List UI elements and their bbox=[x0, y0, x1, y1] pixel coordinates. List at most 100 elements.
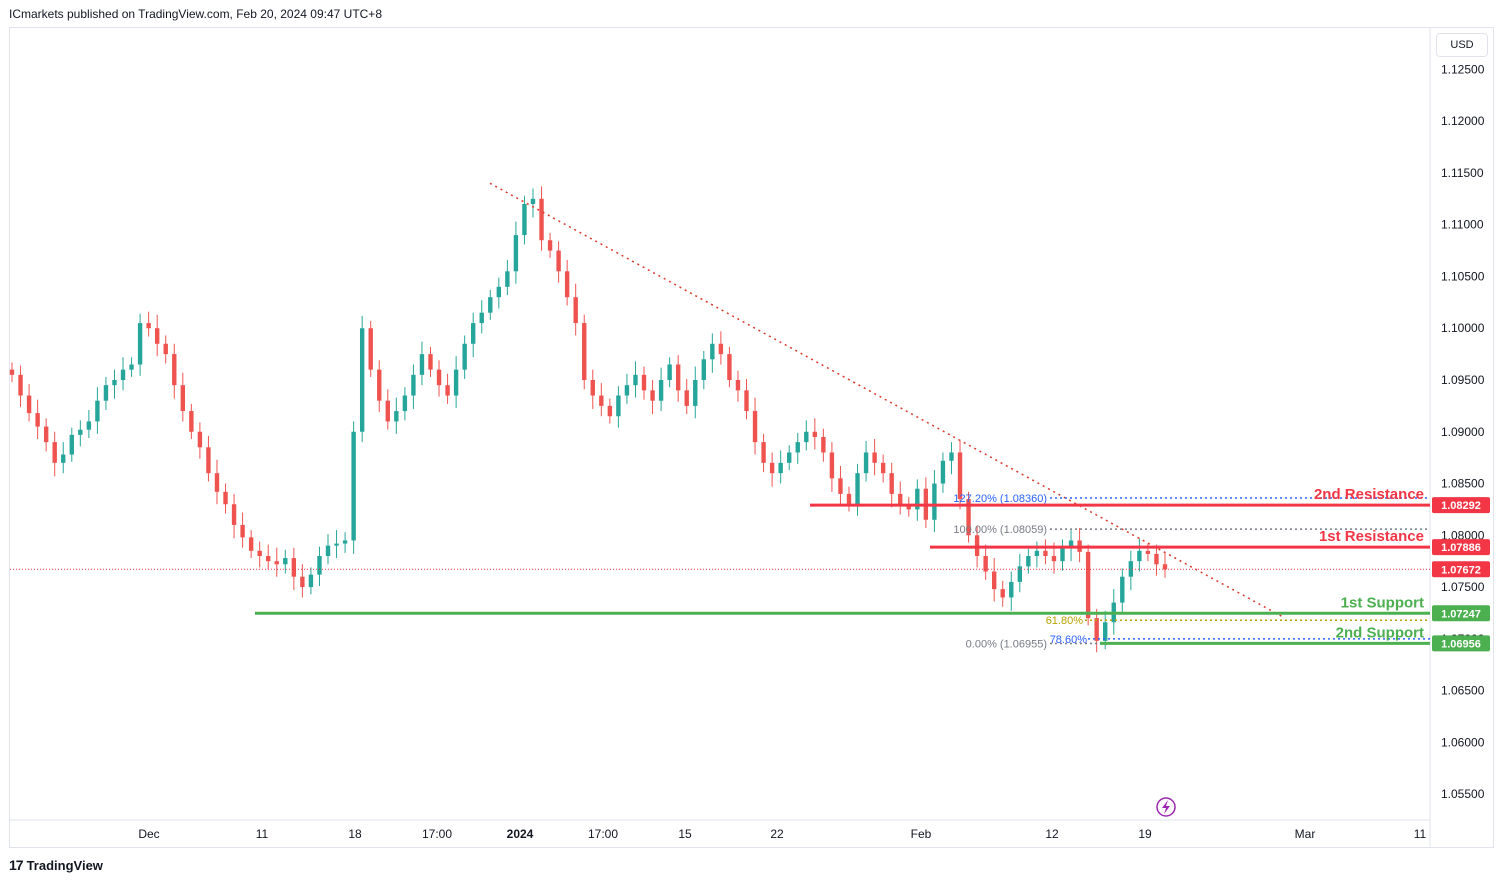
candle-body bbox=[812, 431, 818, 437]
chart-frame[interactable] bbox=[9, 27, 1494, 848]
candle-body bbox=[436, 369, 442, 386]
candle-body bbox=[906, 504, 911, 510]
candle-body bbox=[949, 452, 954, 461]
price-axis-tick: 1.06500 bbox=[1441, 684, 1485, 698]
candle-body bbox=[633, 374, 638, 386]
candle-body bbox=[539, 198, 544, 241]
candle-body bbox=[1068, 540, 1074, 548]
candle-body bbox=[735, 380, 741, 391]
candle-body bbox=[462, 343, 467, 370]
published-header: ICmarkets published on TradingView.com, … bbox=[9, 7, 382, 21]
candle-body bbox=[274, 561, 279, 565]
time-axis-tick: 2024 bbox=[507, 827, 534, 841]
fib-label: 100.00% (1.08059) bbox=[953, 524, 1047, 536]
tradingview-logo[interactable]: 17 TradingView bbox=[9, 857, 103, 873]
candle-body bbox=[1017, 566, 1023, 582]
candle-body bbox=[1154, 553, 1159, 565]
time-axis-tick: 11 bbox=[1414, 827, 1427, 841]
level-label: 1st Resistance bbox=[1319, 528, 1424, 545]
candle-body bbox=[573, 297, 578, 324]
candle-body bbox=[1009, 581, 1014, 598]
candle-body bbox=[590, 380, 595, 396]
candle-body bbox=[1120, 576, 1125, 603]
candle-body bbox=[872, 452, 877, 463]
time-axis-tick: 15 bbox=[678, 827, 692, 841]
candle-body bbox=[1060, 547, 1065, 562]
candle-body bbox=[957, 452, 963, 500]
candle-body bbox=[804, 431, 809, 443]
candle-body bbox=[1128, 561, 1134, 577]
time-axis-tick: Feb bbox=[911, 827, 932, 841]
candle-body bbox=[829, 452, 835, 479]
candle-body bbox=[1137, 550, 1142, 562]
candle-body bbox=[308, 574, 314, 588]
candle-body bbox=[257, 550, 262, 556]
candle-body bbox=[991, 571, 997, 590]
candle-body bbox=[752, 411, 758, 443]
candle-body bbox=[547, 240, 553, 251]
price-tag: 1.08292 bbox=[1441, 500, 1481, 512]
candle-body bbox=[43, 426, 49, 443]
price-tag: 1.07672 bbox=[1441, 564, 1481, 576]
fib-label: 127.20% (1.08360) bbox=[953, 493, 1047, 505]
price-axis-tick: 1.12000 bbox=[1441, 114, 1485, 128]
fib-label: 0.00% (1.06955) bbox=[966, 638, 1047, 650]
candle-body bbox=[940, 460, 946, 484]
time-axis-tick: 17:00 bbox=[588, 827, 618, 841]
time-axis-tick: Mar bbox=[1295, 827, 1316, 841]
candle-body bbox=[564, 271, 570, 298]
time-axis-tick: 19 bbox=[1138, 827, 1152, 841]
candle-body bbox=[1034, 550, 1040, 556]
candle-body bbox=[445, 385, 450, 396]
candle-body bbox=[52, 442, 57, 463]
fib-label: 61.80% bbox=[1046, 615, 1084, 627]
candle-body bbox=[1043, 550, 1048, 556]
price-axis-tick: 1.08500 bbox=[1441, 477, 1485, 491]
candle-body bbox=[368, 328, 373, 370]
price-axis-tick: 1.11000 bbox=[1441, 218, 1484, 232]
price-axis-tick: 1.06000 bbox=[1441, 735, 1485, 749]
price-tag-bg bbox=[1432, 539, 1490, 556]
time-axis-tick: Dec bbox=[138, 827, 159, 841]
candle-body bbox=[880, 462, 886, 474]
candle-body bbox=[675, 364, 681, 391]
price-axis-tick: 1.10000 bbox=[1441, 321, 1485, 335]
candle-body bbox=[146, 323, 151, 329]
fib-label: 78.60% bbox=[1050, 634, 1088, 646]
tradingview-mark-icon: 17 bbox=[9, 857, 24, 873]
price-tag-bg bbox=[1432, 635, 1490, 652]
candle-body bbox=[556, 250, 561, 272]
candle-body bbox=[35, 413, 40, 427]
price-tag-bg bbox=[1432, 497, 1490, 514]
flash-icon bbox=[1156, 797, 1176, 817]
candle-body bbox=[846, 493, 852, 505]
candle-body bbox=[616, 395, 621, 417]
candle-body bbox=[342, 540, 348, 544]
price-axis-tick: 1.05500 bbox=[1441, 787, 1485, 801]
candle-body bbox=[240, 524, 245, 538]
candle-body bbox=[223, 491, 228, 505]
candle-body bbox=[163, 343, 168, 355]
candle-body bbox=[624, 385, 630, 396]
candle-body bbox=[641, 374, 647, 391]
candle-body bbox=[61, 454, 66, 463]
candle-body bbox=[769, 462, 775, 474]
currency-button[interactable]: USD bbox=[1436, 33, 1488, 57]
candle-body bbox=[599, 395, 604, 406]
candle-body bbox=[496, 286, 502, 298]
candle-body bbox=[650, 390, 655, 401]
candle-body bbox=[915, 488, 920, 510]
candle-body bbox=[778, 462, 783, 474]
candle-body bbox=[889, 473, 894, 494]
candle-body bbox=[129, 364, 134, 370]
candle-body bbox=[69, 434, 74, 455]
candle-body bbox=[248, 537, 254, 551]
candle-body bbox=[1103, 622, 1108, 641]
candle-body bbox=[351, 431, 356, 541]
candle-body bbox=[78, 429, 83, 435]
candle-body bbox=[317, 556, 322, 575]
candle-body bbox=[1094, 618, 1099, 641]
candle-body bbox=[658, 380, 664, 401]
candle-body bbox=[394, 411, 399, 422]
